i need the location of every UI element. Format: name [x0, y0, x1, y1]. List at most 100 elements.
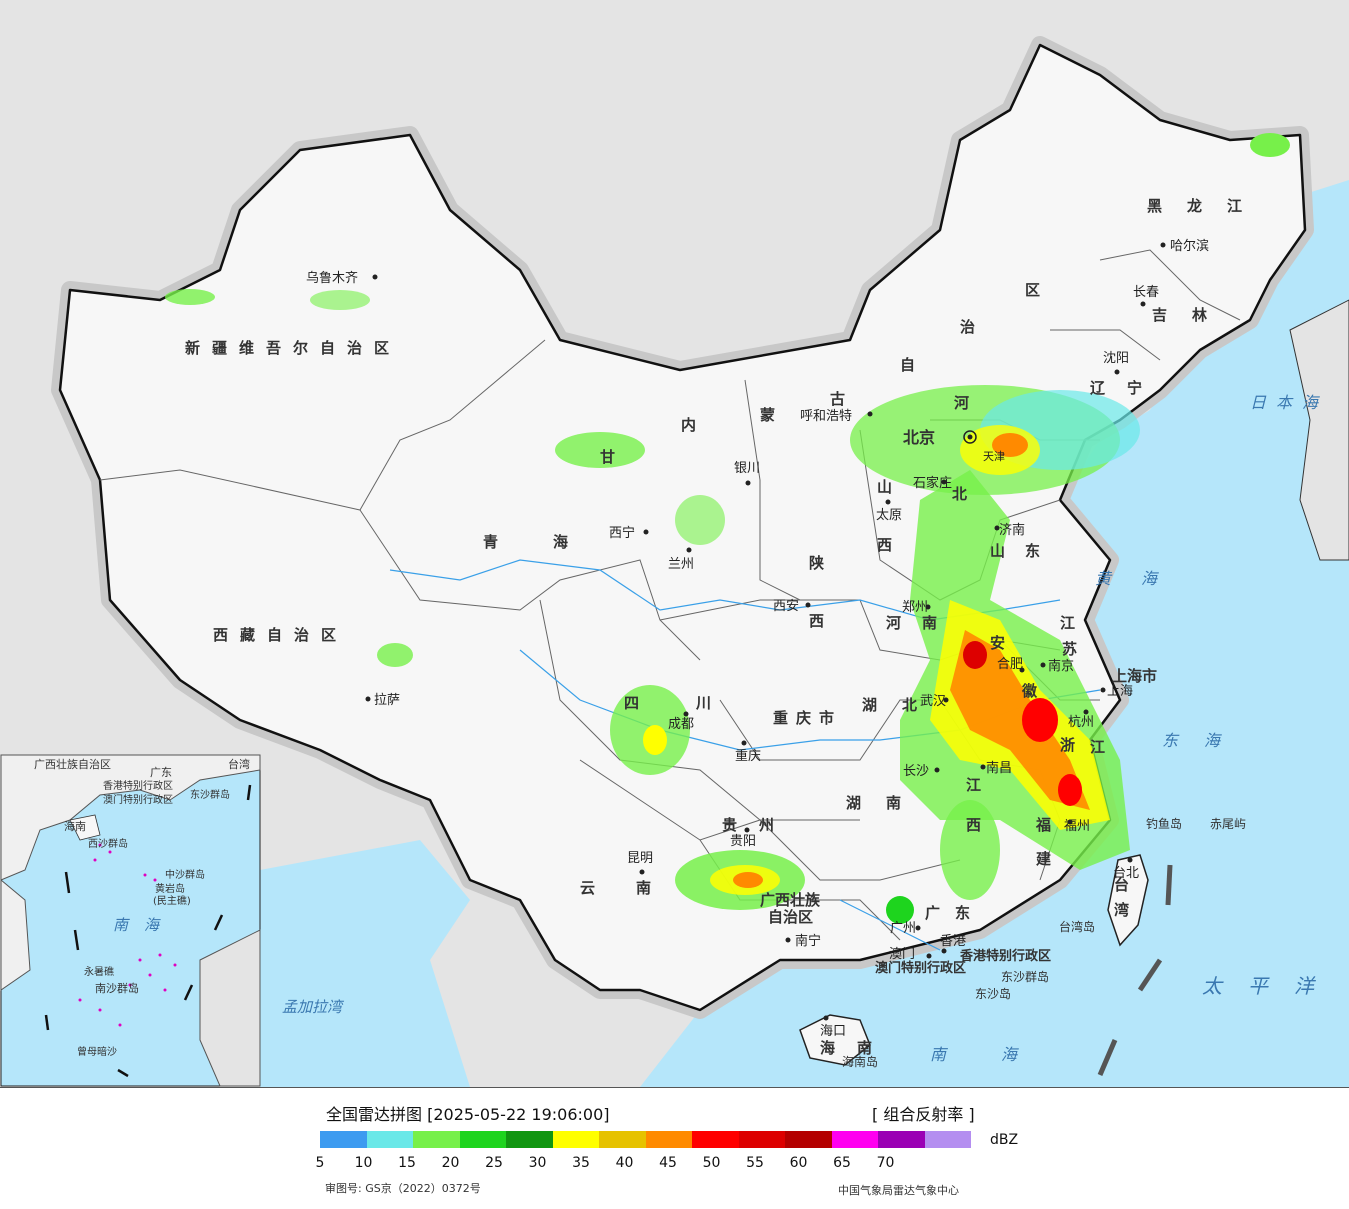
inset-label-huangyan-sub: (民主礁) [153, 894, 191, 907]
inset-label-dongsha: 东沙群岛 [190, 788, 230, 801]
inset-label-xisha: 西沙群岛 [88, 837, 128, 850]
province-label-xizang: 西藏自治区 [213, 626, 348, 644]
inset-label-guangxi: 广西壮族自治区 [34, 757, 111, 771]
province-label-guangdong-2: 东 [955, 904, 970, 922]
province-label-yunnan-1: 云 [580, 879, 595, 897]
color-scale-tick: 70 [876, 1155, 895, 1171]
city-label-xining: 西宁 [609, 525, 635, 541]
color-scale-tick: 55 [746, 1155, 764, 1171]
province-label-hainan-2: 南 [857, 1039, 872, 1057]
taiwan-island [1107, 854, 1149, 947]
color-swatch [552, 1131, 599, 1148]
radar-echoes [165, 133, 1290, 924]
sea-label-japan: 日本海 [1250, 393, 1328, 412]
sea-label-pacific: 太平洋 [1202, 974, 1340, 998]
province-label-jilin: 吉林 [1152, 306, 1232, 324]
city-label-shanghai: 上海 [1107, 684, 1133, 699]
color-swatch [366, 1131, 413, 1148]
inset-label-hainan: 海南 [64, 819, 86, 833]
color-scale-tick: 60 [789, 1155, 808, 1171]
color-swatch [831, 1131, 878, 1148]
province-label-hainan-1: 海 [820, 1039, 835, 1057]
province-label-hongkong: 香港特别行政区 [959, 948, 1051, 964]
japan-coast [1289, 299, 1349, 561]
island-label-dongsha-qundao: 东沙群岛 [1001, 969, 1049, 984]
province-label-yunnan-2: 南 [636, 879, 651, 897]
bengal-sea [260, 840, 470, 1087]
source-credit: 中国气象局雷达气象中心 [838, 1184, 959, 1197]
color-scale-tick: 50 [702, 1155, 721, 1171]
city-label-chongqing: 重庆 [735, 748, 761, 764]
color-swatch [413, 1131, 460, 1148]
legend-title: 全国雷达拼图 [2025-05-22 19:06:00] [326, 1105, 610, 1124]
province-label-shaanxi-1: 陕 [809, 554, 824, 572]
color-swatch [645, 1131, 692, 1148]
city-label-chengdu: 成都 [668, 717, 694, 732]
city-label-macau: 澳门 [889, 946, 915, 962]
inset-label-yongshu: 永暑礁 [84, 965, 114, 978]
province-label-neimenggu-5: 治 [960, 318, 975, 336]
province-label-taiwan-1: 台 [1114, 876, 1129, 894]
city-label-nanjing: 南京 [1048, 658, 1074, 674]
island-label-chiwei: 赤尾屿 [1210, 817, 1246, 831]
province-label-jiangsu-1: 江 [1060, 614, 1075, 632]
province-label-hunan-1: 湖 [846, 794, 861, 812]
city-markers: 乌鲁木齐 拉萨 西宁 兰州 银川 呼和浩特 太原 石家庄 西安 郑州 济南 南京… [306, 238, 1209, 1039]
province-label-shanxi-1: 山 [877, 478, 892, 496]
city-label-lanzhou: 兰州 [668, 557, 694, 572]
city-label-guiyang: 贵阳 [730, 834, 756, 849]
province-label-taiwan-2: 湾 [1114, 901, 1129, 919]
inset-label-hongkong: 香港特别行政区 [103, 779, 173, 792]
color-swatch [506, 1131, 553, 1148]
city-label-lhasa: 拉萨 [374, 693, 400, 708]
city-label-shenyang: 沈阳 [1103, 351, 1129, 366]
legend-panel: 全国雷达拼图 [2025-05-22 19:06:00] [ 组合反射率 ] 5… [0, 1087, 1349, 1209]
city-label-harbin: 哈尔滨 [1170, 238, 1209, 254]
nine-dash-line [1097, 864, 1173, 1076]
province-label-shanxi-2: 西 [877, 536, 892, 554]
province-label-guangxi-1: 广西壮族 [760, 891, 821, 909]
color-scale-tick: 35 [572, 1155, 590, 1171]
province-label-fujian-1: 福 [1035, 816, 1051, 834]
sea-label-south: 南海 [930, 1045, 1072, 1064]
province-label-shandong: 山东 [990, 542, 1060, 560]
color-scale-tick: 25 [485, 1155, 503, 1171]
color-scale-tick: 45 [659, 1155, 677, 1171]
province-label-zhejiang-2: 江 [1090, 738, 1105, 756]
province-label-tianjin: 天津 [983, 450, 1005, 463]
province-label-henan-2: 南 [922, 614, 937, 632]
province-label-shanghai: 上海市 [1112, 667, 1157, 685]
color-swatch [599, 1131, 646, 1148]
color-swatch [924, 1131, 971, 1148]
city-label-zhengzhou: 郑州 [902, 600, 928, 615]
province-label-jiangxi-2: 西 [966, 816, 981, 834]
city-label-shijiazhuang: 石家庄 [913, 475, 952, 491]
hainan-island [799, 1014, 871, 1066]
province-label-neimenggu-3: 古 [830, 390, 845, 408]
province-label-guangxi-2: 自治区 [768, 908, 813, 926]
sea-label-east: 东海 [1162, 731, 1246, 750]
legend-unit: dBZ [990, 1132, 1019, 1148]
color-scale-tick: 30 [528, 1155, 547, 1171]
province-label-jiangxi-1: 江 [966, 776, 981, 794]
color-swatch [459, 1131, 506, 1148]
city-label-guangzhou: 广州 [890, 921, 916, 936]
color-swatch [738, 1131, 785, 1148]
island-label-taiwan-island: 台湾岛 [1059, 919, 1095, 934]
city-label-nanning: 南宁 [795, 933, 821, 949]
province-label-sichuan-1: 四 [624, 694, 639, 712]
inset-label-taiwan: 台湾 [228, 757, 250, 771]
city-label-changchun: 长春 [1133, 285, 1159, 300]
color-scale-tick: 40 [615, 1155, 634, 1171]
inset-label-guangdong: 广东 [150, 766, 172, 779]
color-swatch [692, 1131, 739, 1148]
province-label-jiangsu-2: 苏 [1062, 640, 1077, 658]
city-label-taiyuan: 太原 [876, 508, 902, 523]
city-label-taipei: 台北 [1113, 866, 1139, 881]
province-label-chongqing: 重庆市 [773, 709, 842, 727]
city-label-wuhan: 武汉 [920, 694, 946, 709]
province-label-henan-1: 河 [886, 614, 901, 632]
inset-label-huangyan: 黄岩岛 [155, 882, 185, 895]
province-label-neimenggu-4: 自 [900, 356, 915, 374]
